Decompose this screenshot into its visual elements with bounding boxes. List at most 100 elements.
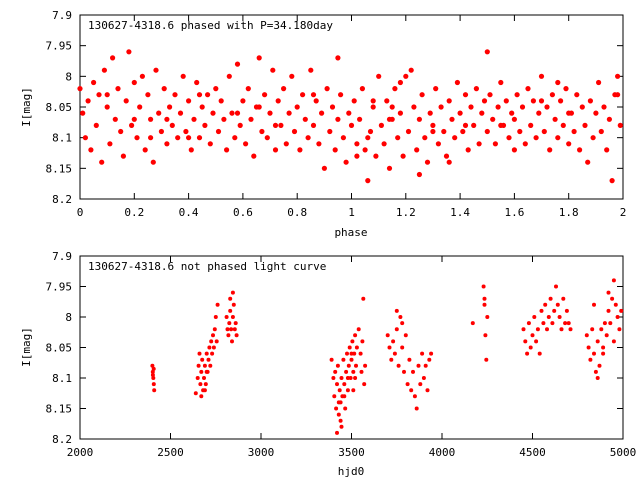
data-point [566, 110, 572, 116]
data-point [150, 159, 156, 165]
data-point [104, 92, 110, 98]
data-point [423, 363, 428, 368]
data-point [566, 321, 571, 326]
data-point [161, 86, 167, 92]
data-point [338, 400, 343, 405]
data-point [584, 333, 589, 338]
data-point [610, 296, 615, 301]
data-point [193, 391, 198, 396]
data-point [245, 86, 251, 92]
data-point [186, 98, 192, 104]
data-point [601, 104, 607, 110]
data-point [359, 369, 364, 374]
data-point [198, 382, 203, 387]
data-point [541, 128, 547, 135]
data-point [205, 92, 211, 98]
data-point [414, 406, 419, 411]
y-tick-label: 8.05 [46, 342, 73, 355]
data-point [611, 339, 616, 344]
data-point [586, 345, 591, 350]
data-point [537, 351, 542, 356]
data-point [365, 178, 371, 184]
data-point [207, 141, 213, 147]
data-point [593, 369, 598, 374]
data-point [400, 321, 405, 326]
data-point [342, 382, 347, 387]
data-point [574, 92, 580, 98]
data-point [191, 116, 197, 122]
data-point [457, 110, 463, 116]
data-point [609, 178, 615, 184]
data-point [225, 327, 230, 332]
data-point [196, 363, 201, 368]
data-point [454, 79, 460, 86]
data-point [405, 128, 412, 135]
data-point [196, 135, 203, 141]
data-point [351, 98, 357, 104]
x-tick-label: 1.6 [504, 206, 524, 219]
data-point [204, 369, 209, 374]
data-point [99, 159, 105, 165]
data-point [256, 55, 262, 61]
data-point [602, 321, 607, 326]
x-axis-label: hjd0 [338, 465, 365, 478]
data-point [358, 351, 363, 356]
data-point [361, 296, 366, 301]
data-point [164, 141, 170, 147]
data-point [503, 98, 509, 104]
data-point [101, 67, 107, 73]
data-point [452, 135, 458, 141]
data-point [549, 92, 556, 98]
data-point [156, 110, 162, 116]
y-tick-label: 7.95 [46, 40, 73, 53]
data-point [230, 339, 234, 344]
data-point [396, 363, 401, 368]
data-point [363, 363, 368, 368]
data-point [158, 128, 164, 135]
y-tick-label: 8.15 [46, 403, 73, 416]
data-point [237, 122, 243, 128]
data-point [335, 430, 339, 435]
data-point [202, 122, 208, 128]
data-point [218, 98, 224, 104]
data-point [555, 135, 561, 141]
data-point [498, 122, 504, 128]
data-point [112, 116, 118, 122]
data-point [327, 128, 333, 135]
data-point [211, 333, 215, 338]
data-point [613, 302, 618, 307]
data-point [243, 141, 249, 147]
data-point [354, 345, 359, 350]
data-point [545, 327, 549, 332]
data-point [107, 141, 113, 147]
data-point [310, 92, 317, 98]
data-point [522, 141, 528, 147]
data-point [395, 135, 401, 141]
data-point [615, 73, 621, 79]
x-tick-label: 1.4 [450, 206, 470, 219]
data-point [387, 345, 392, 350]
data-point [204, 351, 209, 356]
data-point [564, 308, 569, 313]
data-point [150, 369, 155, 374]
data-point [129, 122, 135, 128]
data-point [120, 153, 126, 159]
data-point [229, 327, 234, 332]
data-point [262, 92, 268, 98]
data-point [354, 141, 360, 147]
data-point [230, 290, 235, 295]
data-point [604, 147, 610, 153]
data-point [400, 153, 406, 159]
y-tick-label: 8 [65, 70, 72, 83]
data-point [139, 73, 145, 79]
data-point [588, 357, 593, 362]
data-point [344, 369, 349, 374]
x-tick-label: 2500 [157, 446, 184, 459]
x-tick-label: 4500 [519, 446, 546, 459]
data-point [234, 110, 241, 116]
data-point [470, 321, 475, 326]
data-point [234, 61, 241, 67]
data-point [429, 351, 434, 356]
data-point [221, 116, 227, 122]
